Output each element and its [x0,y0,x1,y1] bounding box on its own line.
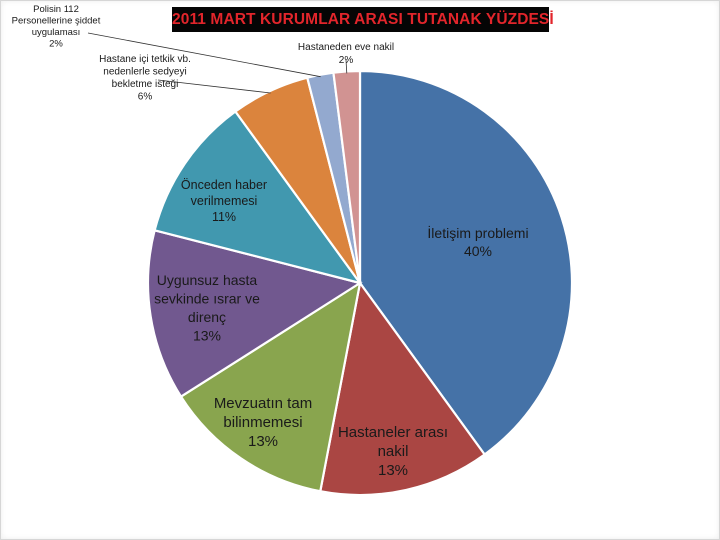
leader-line-6 [157,79,271,94]
slice-label-3: Mevzuatın tam bilinmemesi 13% [214,395,312,450]
slice-label-line: nedenlerle sedyeyi [103,67,186,78]
pie-slice-1 [358,69,574,457]
chart-title: 2011 MART KURUMLAR ARASI TUTANAK YÜZDESİ [172,7,554,32]
leader-line-7 [87,32,321,78]
pie-slice-5 [153,109,363,285]
slice-label-line: Hastane içi tetkik vb. [99,54,191,65]
pie-slices [146,69,574,497]
slice-percent: 2% [339,55,354,66]
pie-slice-3 [179,280,362,493]
slice-percent: 11% [212,210,236,224]
slice-label-line: nakil [378,443,409,460]
slice-label-line: İletişim problemi [427,224,528,241]
slice-label-6: Hastane içi tetkik vb. nedenlerle sedyeyi… [99,54,191,103]
slice-label-5: Önceden haber verilmemesi 11% [181,178,267,224]
slice-label-4: Uygunsuz hasta sevkinde ısrar ve direnç 13% [154,272,260,344]
slice-label-line: uygulaması [32,27,81,38]
slice-percent: 13% [378,462,408,479]
leader-lines [87,32,348,94]
pie-slice-4 [146,228,363,399]
slice-percent: 2% [49,39,63,50]
slice-label-line: sevkinde ısrar ve [154,291,260,307]
slice-label-1: İletişim problemi 40% [427,224,528,259]
slice-label-line: bilinmemesi [223,414,302,431]
slice-label-line: Önceden haber [181,178,267,192]
leader-line-8 [345,59,348,74]
slice-label-line: Uygunsuz hasta [157,272,258,288]
slice-label-line: verilmemesi [191,194,258,208]
slice-label-line: Personellerine şiddet [12,16,101,27]
slice-label-line: Mevzuatın tam [214,395,312,412]
slice-labels: İletişim problemi 40% Hastaneler arası naki… [12,4,529,479]
slice-label-8: Hastaneden eve nakil 2% [298,42,394,66]
slice-label-line: Hastaneden eve nakil [298,42,394,53]
slice-label-2: Hastaneler arası nakil 13% [338,424,448,479]
slice-percent: 40% [464,243,492,259]
slice-label-line: direnç [188,309,226,325]
slice-label-line: Polisin 112 [33,4,79,15]
slice-label-line: Hastaneler arası [338,424,448,441]
slice-percent: 6% [138,92,153,103]
slice-percent: 13% [248,433,278,450]
pie-slice-2 [318,280,487,497]
slice-label-7: Polisin 112 Personellerine şiddet uygulama… [12,4,101,50]
slice-label-line: bekletme isteği [112,79,179,90]
slice-percent: 13% [193,328,221,344]
